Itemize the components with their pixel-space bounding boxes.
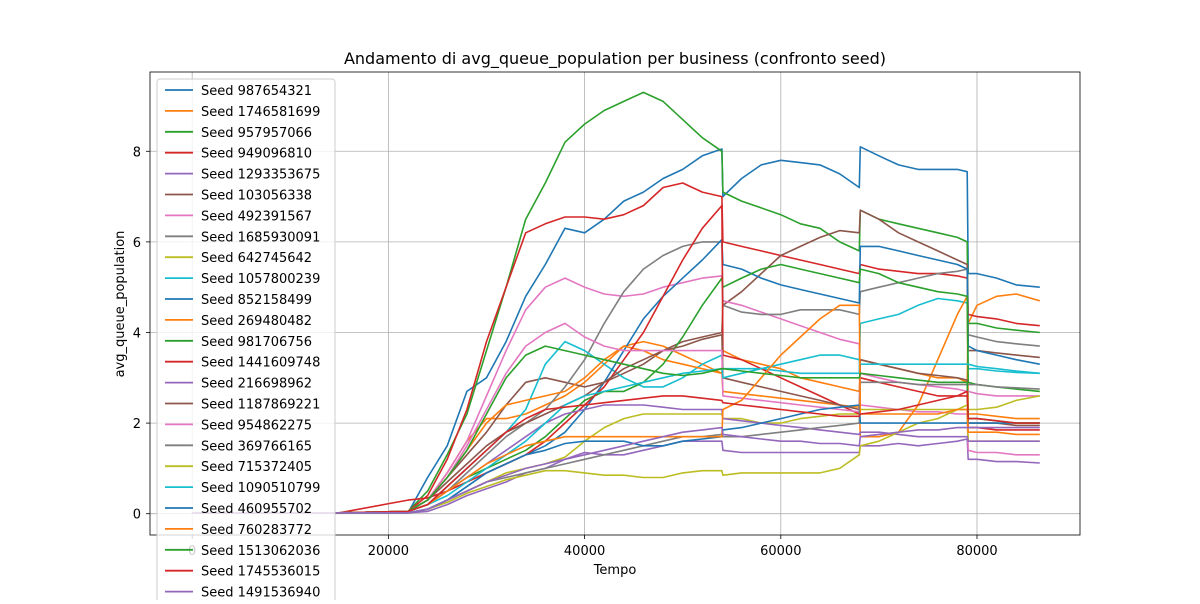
legend-label: Seed 1187869221 <box>201 398 320 413</box>
legend-label: Seed 269480482 <box>201 314 312 329</box>
legend-label: Seed 957957066 <box>201 126 312 141</box>
legend-label: Seed 492391567 <box>201 209 312 224</box>
series-line-1 <box>192 146 1040 514</box>
axis-ticks: 02000040000600008000002468 <box>133 145 998 559</box>
legend-label: Seed 852158499 <box>201 293 312 308</box>
legend-label: Seed 954862275 <box>201 418 312 433</box>
legend-label: Seed 1513062036 <box>201 544 320 559</box>
series-line-19 <box>192 395 1040 514</box>
legend-label: Seed 1746581699 <box>201 105 320 120</box>
legend-label: Seed 642745642 <box>201 251 312 266</box>
legend-label: Seed 369766165 <box>201 439 312 454</box>
legend-label: Seed 949096810 <box>201 147 312 162</box>
series-line-23 <box>192 345 1040 514</box>
legend-label: Seed 1441609748 <box>201 356 320 371</box>
legend-label: Seed 1745536015 <box>201 565 320 580</box>
series-line-3 <box>192 91 1040 514</box>
legend-box <box>156 78 336 604</box>
legend-label: Seed 760283772 <box>201 523 312 538</box>
series-line-5 <box>192 438 1040 514</box>
legend-label: Seed 1685930091 <box>201 230 320 245</box>
x-tick-label: 40000 <box>564 544 605 559</box>
legend-label: Seed 1293353675 <box>201 168 320 183</box>
legend-label: Seed 103056338 <box>201 189 312 204</box>
y-axis-label: avg_queue_population <box>113 231 128 378</box>
x-tick-label: 80000 <box>956 544 997 559</box>
series-line-24 <box>192 390 1040 514</box>
series-lines <box>192 91 1041 514</box>
chart-title: Andamento di avg_queue_population per bu… <box>344 49 886 69</box>
y-tick-label: 6 <box>133 236 141 251</box>
plot-frame <box>149 71 1081 536</box>
legend-label: Seed 715372405 <box>201 460 312 475</box>
legend-label: Seed 1491536940 <box>201 586 320 600</box>
legend-label: Seed 216698962 <box>201 377 312 392</box>
series-line-20 <box>192 354 1040 514</box>
y-tick-label: 0 <box>133 508 141 523</box>
legend-label: Seed 1090510799 <box>201 481 320 496</box>
legend-label: Seed 987654321 <box>201 84 312 99</box>
series-line-25 <box>192 426 1040 514</box>
y-tick-label: 4 <box>133 326 141 341</box>
x-axis-label: Tempo <box>593 563 637 578</box>
legend-label: Seed 981706756 <box>201 335 312 350</box>
legend-label: Seed 460955702 <box>201 502 312 517</box>
series-line-17 <box>192 322 1040 514</box>
x-tick-label: 60000 <box>760 544 801 559</box>
y-tick-label: 8 <box>133 145 141 160</box>
legend-label: Seed 1057800239 <box>201 272 320 287</box>
series-line-22 <box>192 304 1040 514</box>
y-tick-label: 2 <box>133 417 141 432</box>
x-tick-label: 20000 <box>368 544 409 559</box>
legend: Seed 987654321 Seed 1746581699 Seed 957957… <box>156 78 336 604</box>
